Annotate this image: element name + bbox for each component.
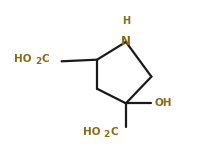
Text: 2: 2: [35, 57, 41, 66]
Text: OH: OH: [155, 98, 172, 108]
Text: H: H: [122, 16, 130, 26]
Text: HO: HO: [14, 54, 31, 64]
Text: C: C: [42, 54, 49, 64]
Text: C: C: [110, 127, 118, 137]
Text: N: N: [121, 35, 131, 48]
Text: 2: 2: [104, 130, 110, 139]
Text: HO: HO: [83, 127, 100, 137]
